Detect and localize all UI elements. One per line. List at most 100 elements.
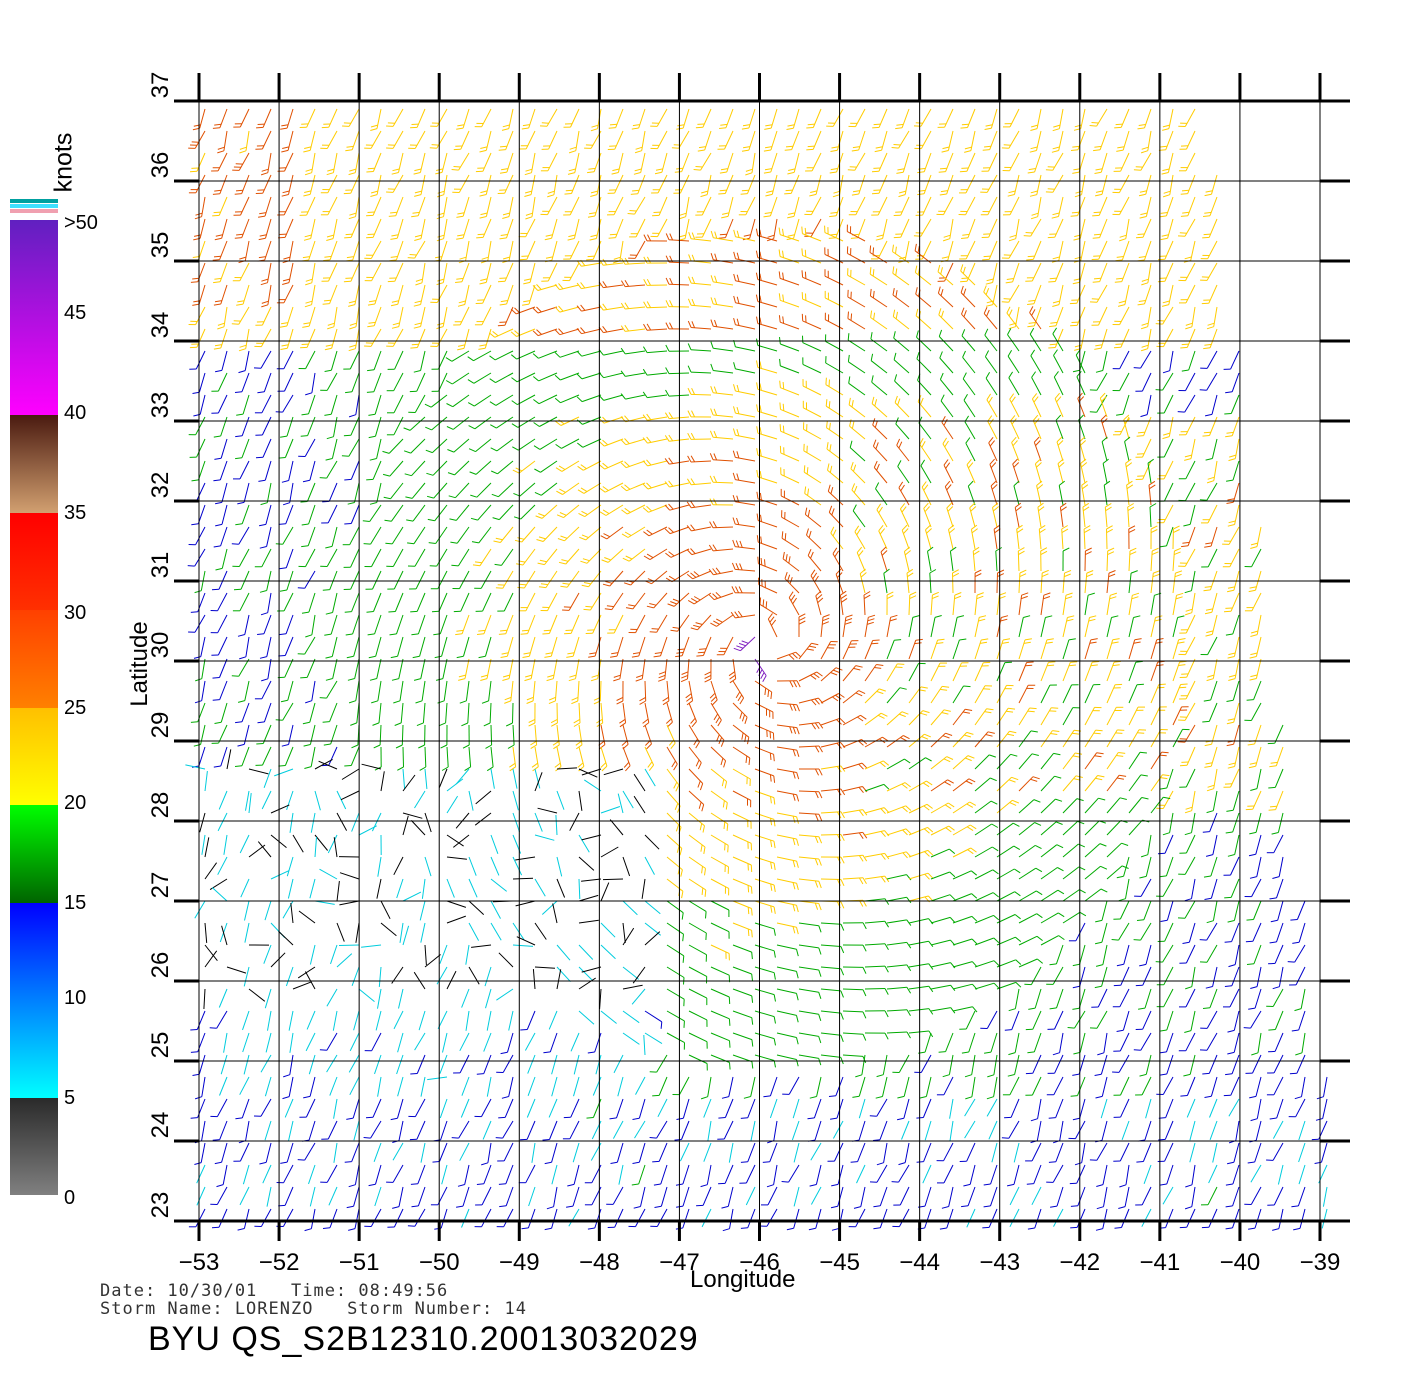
wind-barb bbox=[556, 969, 562, 990]
wind-barb bbox=[630, 570, 646, 586]
wind-barb bbox=[393, 1010, 404, 1030]
wind-barb-feather bbox=[971, 528, 978, 534]
wind-barb bbox=[452, 416, 470, 430]
wind-barb-feather bbox=[732, 450, 736, 458]
wind-barb bbox=[331, 526, 338, 547]
wind-barb-feather bbox=[1052, 304, 1060, 307]
wind-barb bbox=[930, 939, 951, 946]
wind-barb-feather bbox=[1268, 786, 1276, 789]
wind-barb-feather bbox=[369, 502, 377, 505]
wind-barb-feather bbox=[323, 743, 331, 746]
wind-barb bbox=[204, 837, 210, 858]
wind-barb bbox=[1190, 240, 1196, 261]
wind-barb-feather bbox=[350, 722, 357, 726]
wind-barb-feather bbox=[875, 482, 880, 489]
wind-barb-feather bbox=[654, 652, 662, 654]
wind-barb-feather bbox=[1060, 502, 1067, 508]
wind-barb-feather bbox=[255, 456, 264, 459]
wind-barb-feather bbox=[390, 211, 398, 214]
wind-barb-feather bbox=[1225, 391, 1233, 394]
wind-barb bbox=[308, 504, 316, 525]
wind-barb-feather bbox=[695, 759, 700, 767]
wind-barb-feather bbox=[1250, 674, 1258, 678]
wind-barb bbox=[221, 548, 228, 569]
wind-barb-feather bbox=[238, 348, 246, 352]
wind-barb-feather bbox=[257, 721, 265, 724]
wind-barb bbox=[349, 350, 360, 370]
wind-barb-feather bbox=[282, 278, 290, 282]
wind-barb bbox=[706, 174, 712, 195]
wind-barb-feather bbox=[668, 503, 674, 510]
wind-barb bbox=[1234, 504, 1240, 525]
wind-barb bbox=[619, 658, 624, 679]
wind-barb-feather bbox=[721, 212, 730, 215]
wind-barb-feather bbox=[545, 234, 553, 237]
wind-barb-feather bbox=[534, 468, 541, 473]
wind-barb bbox=[886, 851, 907, 858]
wind-barb bbox=[820, 641, 832, 660]
wind-barb bbox=[578, 1010, 595, 1025]
wind-barb-feather bbox=[876, 234, 884, 238]
wind-barb-feather bbox=[1035, 867, 1043, 873]
wind-barb bbox=[220, 284, 228, 305]
wind-barb-feather bbox=[1031, 753, 1039, 756]
wind-barb-feather bbox=[922, 710, 930, 714]
wind-barb bbox=[515, 856, 536, 861]
wind-barb bbox=[644, 768, 656, 787]
wind-barb-feather bbox=[1108, 573, 1116, 578]
wind-barb-feather bbox=[748, 757, 751, 765]
wind-barb-feather bbox=[796, 704, 800, 712]
wind-barb bbox=[930, 662, 941, 682]
wind-barb-feather bbox=[1204, 211, 1212, 214]
wind-barb bbox=[248, 768, 269, 775]
wind-barb-feather bbox=[1184, 1030, 1192, 1033]
wind-barb-feather bbox=[348, 172, 356, 176]
wind-barb bbox=[496, 438, 514, 452]
wind-barb bbox=[309, 878, 316, 899]
wind-barb-feather bbox=[679, 848, 683, 856]
wind-barb-feather bbox=[573, 718, 581, 724]
wind-barb-feather bbox=[517, 586, 525, 589]
wind-barb-feather bbox=[710, 408, 714, 416]
wind-barb-feather bbox=[672, 626, 680, 629]
wind-barb-feather bbox=[787, 574, 791, 582]
wind-barb-feather bbox=[1154, 618, 1162, 622]
wind-barb-feather bbox=[538, 513, 545, 517]
wind-barb bbox=[455, 504, 470, 521]
wind-barb bbox=[392, 548, 404, 567]
wind-barb-feather bbox=[390, 655, 398, 659]
wind-barb bbox=[355, 196, 360, 217]
wind-barb bbox=[996, 662, 1006, 682]
wind-barb-feather bbox=[904, 758, 911, 764]
wind-barb bbox=[952, 595, 956, 616]
wind-barb-feather bbox=[258, 523, 267, 527]
wind-barb bbox=[802, 254, 822, 264]
wind-barb bbox=[223, 130, 228, 151]
wind-barb bbox=[454, 460, 470, 476]
wind-barb bbox=[468, 878, 478, 898]
wind-barb bbox=[446, 795, 459, 814]
wind-barb bbox=[770, 108, 778, 129]
wind-barb-feather bbox=[818, 722, 824, 729]
wind-barb-feather bbox=[1162, 300, 1170, 304]
wind-barb-feather bbox=[872, 247, 875, 255]
wind-barb bbox=[1212, 900, 1218, 921]
wind-barb-feather bbox=[1269, 805, 1277, 808]
wind-barb bbox=[780, 495, 800, 506]
wind-barb bbox=[556, 944, 571, 961]
wind-barb bbox=[864, 783, 885, 792]
wind-barb bbox=[798, 966, 819, 971]
wind-barb-feather bbox=[903, 735, 910, 740]
wind-barb bbox=[1018, 822, 1035, 836]
wind-barb-feather bbox=[521, 629, 529, 632]
wind-barb-feather bbox=[554, 374, 561, 381]
wind-barb-feather bbox=[690, 501, 696, 508]
wind-barb bbox=[732, 768, 751, 780]
wind-barb-feather bbox=[763, 171, 771, 174]
wind-barb-feather bbox=[962, 372, 967, 380]
wind-barb-feather bbox=[852, 190, 861, 193]
wind-barb-feather bbox=[782, 551, 785, 559]
wind-barb-feather bbox=[260, 172, 268, 176]
wind-barb bbox=[354, 658, 360, 679]
wind-barb bbox=[1169, 350, 1174, 371]
